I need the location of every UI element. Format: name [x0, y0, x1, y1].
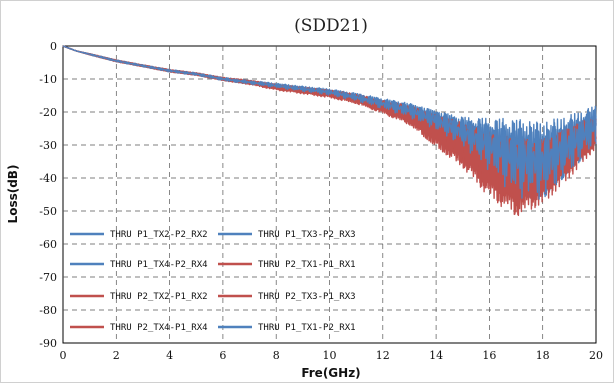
x-tick-label: 0: [60, 349, 67, 362]
x-tick-label: 4: [166, 349, 173, 362]
legend-label: THRU P2_TX1-P1_RX1: [258, 260, 356, 270]
series-layer: [62, 45, 597, 217]
y-tick-label: -90: [39, 337, 57, 350]
legend-label: THRU P2_TX3-P1_RX3: [258, 292, 356, 302]
y-tick-label: -50: [39, 205, 57, 218]
chart-title: (SDD21): [294, 16, 368, 36]
series-line: [62, 45, 597, 200]
y-axis-label: Loss(dB): [6, 165, 20, 224]
legend-label: THRU P1_TX2-P2_RX2: [110, 230, 208, 240]
x-tick-label: 10: [323, 349, 337, 362]
y-tick-label: -80: [39, 304, 57, 317]
x-tick-label: 12: [376, 349, 390, 362]
y-tick-label: -40: [39, 172, 57, 185]
y-tick-label: -10: [39, 73, 57, 86]
x-tick-label: 8: [273, 349, 280, 362]
legend-label: THRU P1_TX3-P2_RX3: [258, 230, 356, 240]
x-tick-label: 18: [536, 349, 550, 362]
x-axis-label: Fre(GHz): [301, 366, 360, 380]
y-tick-label: -60: [39, 238, 57, 251]
legend-label: THRU P2_TX4-P1_RX4: [110, 323, 208, 333]
legend-label: THRU P2_TX2-P1_RX2: [110, 292, 208, 302]
legend-label: THRU P1_TX4-P2_RX4: [110, 260, 208, 270]
y-tick-label: -20: [39, 106, 57, 119]
y-tick-label: -70: [39, 271, 57, 284]
x-tick-label: 6: [219, 349, 226, 362]
legend-label: THRU P1_TX1-P2_RX1: [258, 323, 356, 333]
x-tick-label: 20: [589, 349, 603, 362]
y-tick-label: 0: [50, 40, 57, 53]
y-tick-label: -30: [39, 139, 57, 152]
x-tick-label: 2: [113, 349, 120, 362]
legend: THRU P1_TX2-P2_RX2 THRU P1_TX3-P2_RX3 THRU…: [70, 230, 356, 333]
x-tick-label: 16: [482, 349, 496, 362]
x-tick-label: 14: [429, 349, 443, 362]
tick-labels: 0 2 4 6 8 10 12 14 16 18 20 0 -10 -20 -30 -40 -50 -60 -70 -…: [39, 40, 603, 362]
